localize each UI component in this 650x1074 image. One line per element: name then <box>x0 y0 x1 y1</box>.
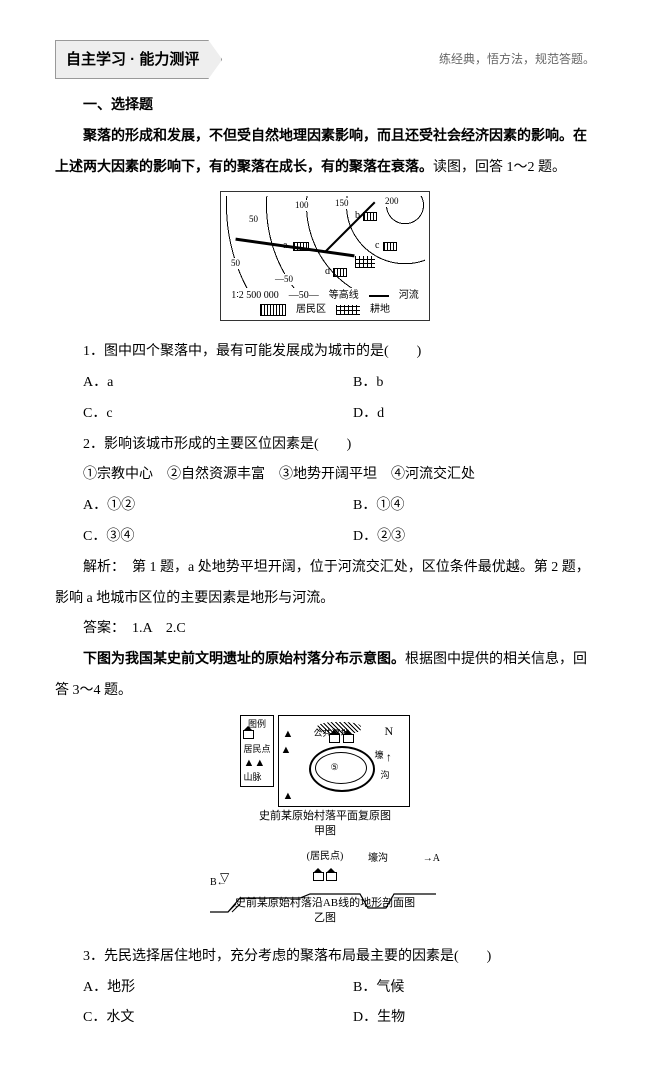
intro-1: 聚落的形成和发展，不但受自然地理因素影响，而且还受社会经济因素的影响。在上述两大… <box>55 122 595 184</box>
fig2-legend: 图例 居民点 ▲▲ 山脉 <box>240 715 273 787</box>
analysis-12: 解析： 第 1 题，a 处地势平坦开阔，位于河流交汇处，区位条件最优越。第 2 … <box>55 553 595 615</box>
q3-options-row2: C．水文D．生物 <box>55 1003 595 1034</box>
q1-stem: 1．图中四个聚落中，最有可能发展成为城市的是( ) <box>55 337 595 368</box>
figure-1: 50 50 100 150 200 —50 a b c d 1∶2 500 00… <box>55 191 595 329</box>
q2-options-row1: A．①②B．①④ <box>55 491 595 522</box>
q1-options-row1: A．aB．b <box>55 368 595 399</box>
fig2-map: ⑤ 公共墓地 壕 沟 ▲ ▲ ▲ N↑ <box>278 715 410 807</box>
q3-options-row1: A．地形B．气候 <box>55 973 595 1004</box>
fig2-profile: (居民点) B← ▽ →A 壕沟 <box>210 846 440 894</box>
q3-stem: 3．先民选择居住地时，充分考虑的聚落布局最主要的因素是( ) <box>55 942 595 973</box>
intro-2: 下图为我国某史前文明遗址的原始村落分布示意图。根据图中提供的相关信息，回答 3～… <box>55 645 595 707</box>
header-banner: 自主学习 · 能力测评 <box>55 40 222 79</box>
q2-options-row2: C．③④D．②③ <box>55 522 595 553</box>
fig2-caption-top: 史前某原始村落平面复原图 甲图 <box>210 809 440 840</box>
header-subtitle: 练经典，悟方法，规范答题。 <box>439 46 595 72</box>
contour-map: 50 50 100 150 200 —50 a b c d <box>225 196 425 288</box>
legend-field-icon <box>336 305 360 315</box>
figure-2: 图例 居民点 ▲▲ 山脉 ⑤ 公共墓地 壕 沟 ▲ ▲ ▲ N↑ <box>55 715 595 934</box>
q2-items: ①宗教中心 ②自然资源丰富 ③地势开阔平坦 ④河流交汇处 <box>55 460 595 491</box>
fig1-scale: 1∶2 500 000 <box>231 290 279 302</box>
q2-stem: 2．影响该城市形成的主要区位因素是( ) <box>55 430 595 461</box>
answer-12: 答案： 1.A 2.C <box>55 614 595 645</box>
legend-settlement-icon <box>260 304 286 316</box>
section-title: 一、选择题 <box>55 91 595 122</box>
q1-options-row2: C．cD．d <box>55 399 595 430</box>
